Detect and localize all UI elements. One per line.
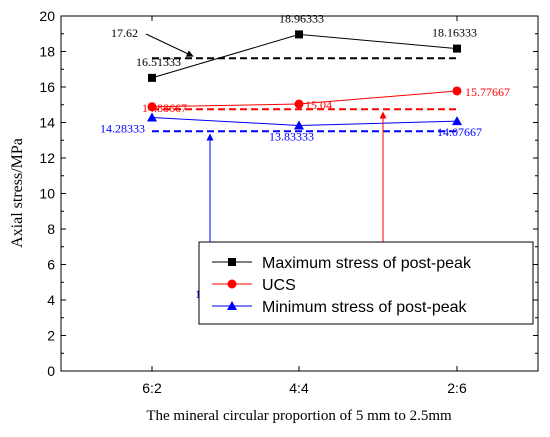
data-point [147, 102, 157, 112]
y-tick-label: 2 [47, 328, 55, 344]
y-tick-label: 16 [39, 79, 55, 95]
data-point [295, 30, 303, 39]
data-point [294, 99, 304, 109]
y-tick-label: 4 [47, 292, 55, 308]
x-axis: 6:2 4:4 2:6 [142, 16, 467, 396]
x-tick-label: 6:2 [142, 380, 162, 396]
y-tick-label: 6 [47, 257, 55, 273]
legend: Maximum stress of post-peak UCS Minimum st… [198, 241, 534, 325]
data-label: 14.07667 [437, 125, 482, 139]
legend-label: Minimum stress of post-peak [262, 299, 468, 316]
y-axis-title: Axial stress/MPa [9, 138, 26, 248]
series-line [151, 116, 458, 126]
series-lines: 16.51333 18.96333 18.16333 14.88667 15.04 15.… [100, 11, 510, 143]
y-tick-label: 14 [39, 115, 55, 131]
data-point [452, 86, 462, 96]
mean-label: 17.62 [111, 26, 138, 40]
series-line [151, 33, 458, 79]
legend-label: UCS [262, 277, 296, 294]
y-tick-label: 0 [47, 363, 55, 379]
data-label: 18.96333 [279, 11, 324, 25]
data-label: 15.77667 [465, 85, 510, 99]
legend-marker [227, 279, 237, 289]
data-point [294, 120, 304, 130]
data-point [453, 44, 461, 53]
y-axis: 0 2 4 6 8 10 12 14 16 18 20 [39, 8, 538, 379]
y-tick-label: 12 [39, 150, 55, 166]
x-axis-title: The mineral circular proportion of 5 mm … [146, 408, 452, 424]
legend-items: Maximum stress of post-peak UCS Minimum st… [212, 255, 472, 316]
legend-label: Maximum stress of post-peak [262, 255, 472, 272]
data-point [148, 73, 156, 82]
y-tick-label: 10 [39, 186, 55, 202]
data-label: 14.28333 [100, 121, 145, 135]
y-tick-label: 8 [47, 221, 55, 237]
mean-lines [152, 57, 457, 133]
data-point [147, 112, 157, 122]
data-point [452, 116, 462, 126]
data-label: 13.83333 [269, 129, 314, 143]
legend-marker [228, 258, 236, 266]
data-label: 15.04 [305, 98, 332, 112]
x-tick-label: 2:6 [447, 380, 467, 396]
data-label: 16.51333 [136, 55, 181, 69]
y-tick-label: 18 [39, 44, 55, 60]
y-tick-label: 20 [39, 8, 55, 24]
legend-marker [227, 301, 237, 310]
mean-arrow [145, 33, 194, 57]
x-tick-label: 4:4 [289, 380, 309, 396]
legend-box [198, 241, 534, 325]
data-label: 14.88667 [142, 101, 187, 115]
data-label: 18.16333 [432, 26, 477, 40]
